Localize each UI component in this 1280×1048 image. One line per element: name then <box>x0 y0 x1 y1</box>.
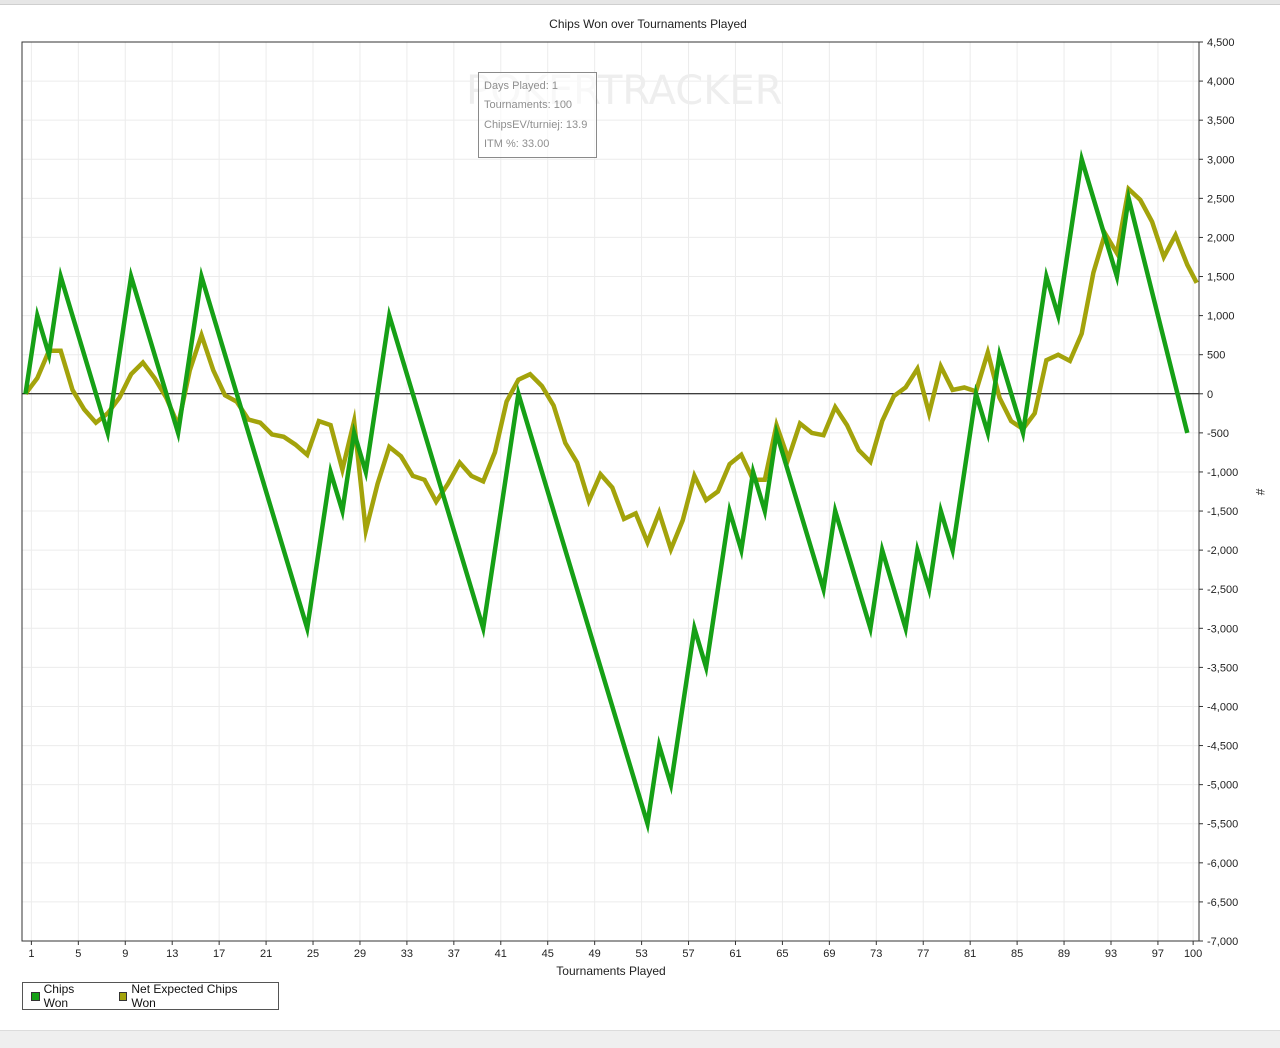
y-tick-label: 1,000 <box>1207 311 1235 323</box>
legend-swatch-net-expected <box>118 991 128 1001</box>
x-tick-label: 17 <box>213 948 225 960</box>
x-tick-label: 93 <box>1105 948 1117 960</box>
y-tick-label: -500 <box>1207 428 1229 440</box>
x-tick-label: 37 <box>448 948 460 960</box>
x-tick-label: 33 <box>401 948 413 960</box>
y-tick-label: -5,500 <box>1207 819 1238 831</box>
y-tick-label: 1,500 <box>1207 272 1235 284</box>
x-tick-label: 77 <box>917 948 929 960</box>
x-tick-label: 5 <box>75 948 81 960</box>
y-tick-label: -1,500 <box>1207 506 1238 518</box>
series-line-net-expected <box>23 184 1199 556</box>
x-tick-label: 45 <box>542 948 554 960</box>
tooltip-chips-ev: ChipsEV/turniej: 13.9 <box>484 118 588 131</box>
legend-item-chips-won[interactable]: Chips Won <box>31 982 99 1010</box>
y-tick-label: -3,000 <box>1207 623 1238 635</box>
y-tick-label: 2,500 <box>1207 193 1235 205</box>
data-tooltip: Days Played: 1 Tournaments: 100 ChipsEV/… <box>478 72 597 158</box>
y-tick-label: -1,000 <box>1207 467 1238 479</box>
y-axis-title: # <box>1253 489 1267 496</box>
x-tick-label: 21 <box>260 948 272 960</box>
plot-frame <box>21 41 1200 942</box>
x-tick-label: 73 <box>870 948 882 960</box>
x-tick-label: 57 <box>682 948 694 960</box>
y-tick-label: -4,500 <box>1207 741 1238 753</box>
x-tick-label: 65 <box>776 948 788 960</box>
chips-won-chart: Chips Won over Tournaments Played 1 5 9 13 1… <box>21 17 1267 978</box>
y-tick-label: 4,500 <box>1207 37 1235 49</box>
y-tick-label: -6,500 <box>1207 897 1238 909</box>
y-tick-label: -4,000 <box>1207 701 1238 713</box>
legend-label-chips-won: Chips Won <box>43 982 75 1010</box>
y-tick-label: 2,000 <box>1207 232 1235 244</box>
chart-title: Chips Won over Tournaments Played <box>549 17 747 31</box>
legend-swatch-chips-won <box>31 991 40 1001</box>
tooltip-days-played: Days Played: 1 <box>484 80 558 92</box>
y-tick-label: 3,000 <box>1207 154 1235 166</box>
y-tick-label: -6,000 <box>1207 858 1238 870</box>
chart-grid <box>22 42 1199 941</box>
window-top-border <box>0 0 1280 5</box>
x-axis-title: Tournaments Played <box>556 964 665 978</box>
x-tick-label: 97 <box>1152 948 1164 960</box>
x-tick-label: 25 <box>307 948 319 960</box>
x-tick-label: 41 <box>495 948 507 960</box>
y-axis-ticks: 4,500 4,000 3,500 3,000 2,500 2,000 1,500 1,000… <box>1199 37 1238 948</box>
x-tick-label: 61 <box>729 948 741 960</box>
x-tick-label: 53 <box>635 948 647 960</box>
y-tick-label: -2,500 <box>1207 584 1238 596</box>
y-tick-label: 4,000 <box>1207 76 1235 88</box>
x-tick-label: 89 <box>1058 948 1070 960</box>
x-tick-label: 1 <box>28 948 34 960</box>
y-tick-label: -7,000 <box>1207 936 1238 948</box>
legend-label-net-expected: Net Expected Chips Won <box>131 982 238 1010</box>
y-tick-label: 500 <box>1207 350 1225 362</box>
chart-legend: Chips Won Net Expected Chips Won <box>22 982 279 1010</box>
tooltip-itm: ITM %: 33.00 <box>484 137 550 150</box>
x-tick-label: 69 <box>823 948 835 960</box>
x-tick-label: 49 <box>589 948 601 960</box>
y-tick-label: -5,000 <box>1207 780 1238 792</box>
y-tick-label: 3,500 <box>1207 115 1235 127</box>
chart-series <box>22 149 1199 834</box>
x-tick-label: 81 <box>964 948 976 960</box>
x-axis-ticks: 1 5 9 13 17 21 25 29 33 37 41 45 49 53 57 61 65 69 73 77 81 8… <box>28 941 1202 960</box>
x-tick-label: 100 <box>1184 948 1202 960</box>
tooltip-tournaments: Tournaments: 100 <box>484 99 573 112</box>
x-tick-label: 9 <box>122 948 128 960</box>
series-line-chips-won <box>23 149 1190 834</box>
x-tick-label: 85 <box>1011 948 1023 960</box>
y-tick-label: 0 <box>1207 389 1213 401</box>
y-tick-label: -3,500 <box>1207 662 1238 674</box>
y-tick-label: -2,000 <box>1207 545 1238 557</box>
x-tick-label: 29 <box>354 948 366 960</box>
window-bottom-bar <box>0 1030 1280 1048</box>
x-tick-label: 13 <box>166 948 178 960</box>
legend-item-net-expected[interactable]: Net Expected Chips Won <box>118 982 258 1010</box>
